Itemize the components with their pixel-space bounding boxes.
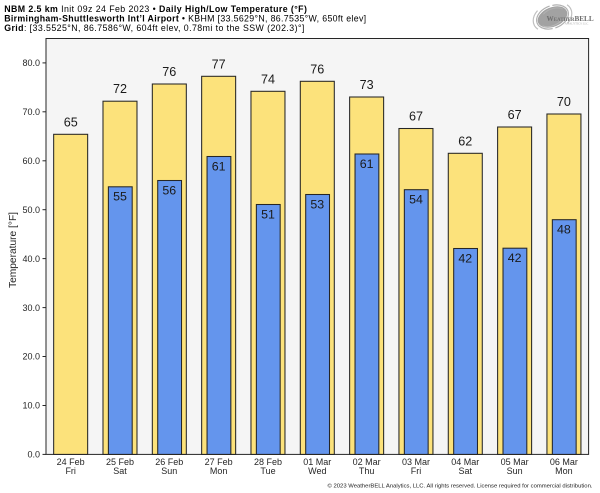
svg-text:27 Feb: 27 Feb [205, 457, 233, 467]
svg-text:67: 67 [508, 108, 522, 122]
svg-text:25 Feb: 25 Feb [106, 457, 134, 467]
svg-text:62: 62 [458, 134, 472, 148]
svg-text:Sun: Sun [507, 466, 523, 476]
svg-text:0.0: 0.0 [27, 450, 40, 460]
svg-text:02 Mar: 02 Mar [353, 457, 381, 467]
svg-text:80.0: 80.0 [22, 58, 40, 68]
svg-text:60.0: 60.0 [22, 156, 40, 166]
svg-text:10.0: 10.0 [22, 401, 40, 411]
svg-text:53: 53 [310, 197, 324, 211]
svg-text:74: 74 [261, 72, 275, 86]
svg-text:Grid: [33.5525°N, 86.7586°W, 6: Grid: [33.5525°N, 86.7586°W, 604ft elev,… [4, 23, 305, 33]
svg-text:03 Mar: 03 Mar [402, 457, 430, 467]
svg-text:© 2023 WeatherBELL Analytics,: © 2023 WeatherBELL Analytics, LLC. All r… [328, 483, 593, 490]
svg-text:NBM 2.5 km Init 09z 24 Feb 202: NBM 2.5 km Init 09z 24 Feb 2023 • Daily … [4, 4, 307, 14]
svg-text:61: 61 [212, 159, 226, 173]
svg-text:70: 70 [557, 95, 571, 109]
svg-text:48: 48 [557, 223, 571, 237]
svg-text:51: 51 [261, 207, 275, 221]
svg-text:67: 67 [409, 110, 423, 124]
svg-text:61: 61 [360, 157, 374, 171]
svg-text:24 Feb: 24 Feb [57, 457, 85, 467]
svg-text:Wed: Wed [308, 466, 326, 476]
svg-text:54: 54 [409, 193, 423, 207]
svg-text:Mon: Mon [555, 466, 573, 476]
svg-text:ANALYTICS LLC: ANALYTICS LLC [565, 22, 589, 26]
svg-text:20.0: 20.0 [22, 352, 40, 362]
svg-text:42: 42 [458, 251, 472, 265]
svg-text:Sat: Sat [459, 466, 473, 476]
svg-text:26 Feb: 26 Feb [155, 457, 183, 467]
svg-text:76: 76 [310, 62, 324, 76]
svg-text:04 Mar: 04 Mar [451, 457, 479, 467]
svg-text:Mon: Mon [210, 466, 228, 476]
svg-text:70.0: 70.0 [22, 107, 40, 117]
svg-text:05 Mar: 05 Mar [501, 457, 529, 467]
svg-text:01 Mar: 01 Mar [303, 457, 331, 467]
svg-text:40.0: 40.0 [22, 254, 40, 264]
svg-text:73: 73 [360, 78, 374, 92]
svg-text:06 Mar: 06 Mar [550, 457, 578, 467]
svg-text:Fri: Fri [411, 466, 422, 476]
svg-text:Temperature [°F]: Temperature [°F] [8, 212, 19, 288]
svg-text:Tue: Tue [260, 466, 275, 476]
svg-text:Sun: Sun [161, 466, 177, 476]
svg-text:65: 65 [64, 115, 78, 129]
svg-text:28 Feb: 28 Feb [254, 457, 282, 467]
svg-text:Fri: Fri [65, 466, 76, 476]
svg-text:72: 72 [113, 82, 127, 96]
svg-text:76: 76 [162, 65, 176, 79]
svg-text:56: 56 [162, 183, 176, 197]
svg-text:Birmingham-Shuttlesworth Int’l: Birmingham-Shuttlesworth Int’l Airport •… [4, 14, 366, 24]
svg-text:Thu: Thu [359, 466, 375, 476]
svg-text:WEATHERBELL: WEATHERBELL [547, 15, 594, 23]
svg-text:Sat: Sat [113, 466, 127, 476]
svg-text:42: 42 [508, 251, 522, 265]
svg-text:50.0: 50.0 [22, 205, 40, 215]
svg-text:55: 55 [113, 190, 127, 204]
svg-text:30.0: 30.0 [22, 303, 40, 313]
svg-text:77: 77 [212, 57, 226, 71]
